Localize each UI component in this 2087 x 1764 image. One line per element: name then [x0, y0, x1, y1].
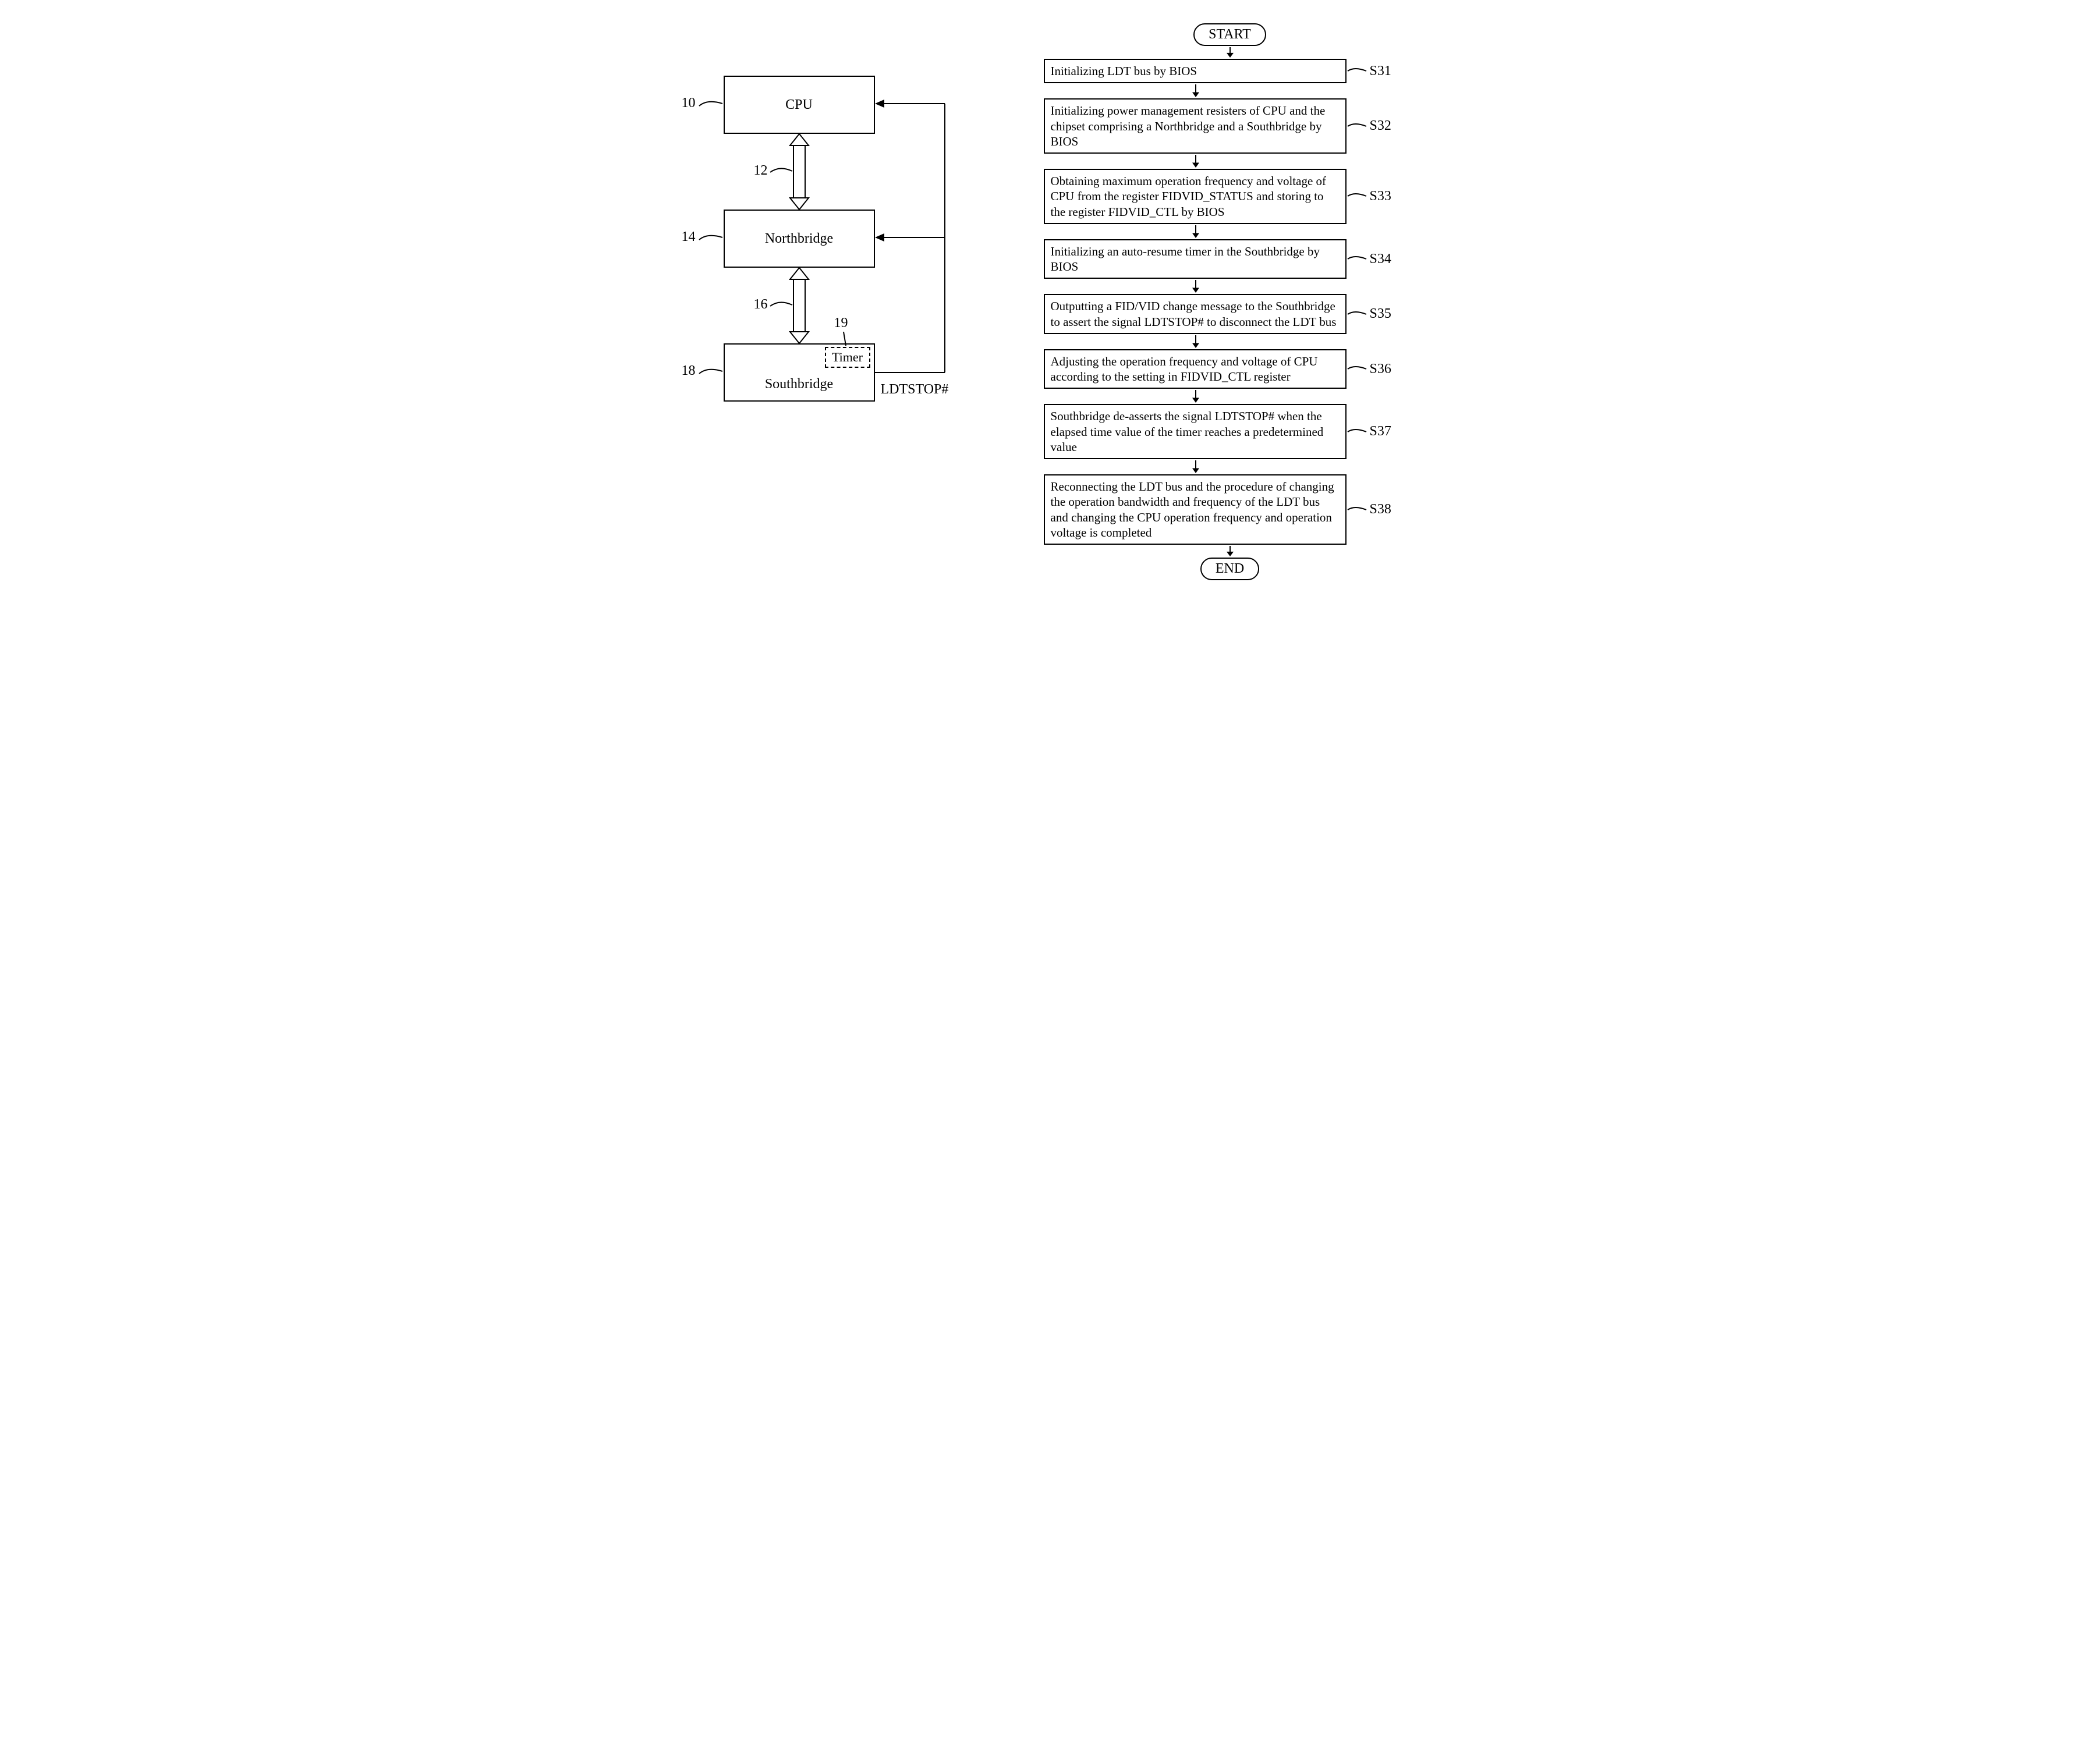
flow-arrow — [1195, 84, 1196, 97]
flow-arrow — [1195, 225, 1196, 238]
flow-arrow — [1195, 390, 1196, 403]
flow-step-box: Outputting a FID/VID change message to t… — [1044, 294, 1347, 334]
ref-timer: 19 — [834, 315, 848, 331]
flow-step-id: S32 — [1370, 118, 1391, 134]
ref-cpu: 10 — [682, 95, 696, 111]
ref-bus-cpu-nb: 12 — [754, 163, 768, 179]
flow-step-tick — [1347, 190, 1367, 202]
flow-arrow — [1195, 335, 1196, 348]
block-cpu-label: CPU — [785, 97, 813, 113]
flow-step-tick — [1347, 65, 1367, 77]
flow-step-box: Initializing an auto-resume timer in the… — [1044, 239, 1347, 279]
block-diagram: CPU 10 Northbridge 14 Southbridge 18 Tim… — [671, 58, 974, 466]
ldtstop-label: LDTSTOP# — [881, 382, 949, 397]
flow-step: Outputting a FID/VID change message to t… — [1044, 294, 1416, 334]
flow-step-tick — [1347, 426, 1367, 438]
ref-bus-nb-sb: 16 — [754, 297, 768, 313]
flow-step-id: S31 — [1370, 63, 1391, 79]
flow-step-box: Reconnecting the LDT bus and the procedu… — [1044, 474, 1347, 545]
ref-southbridge: 18 — [682, 363, 696, 379]
flow-step-box: Initializing LDT bus by BIOS — [1044, 59, 1347, 83]
block-cpu: CPU — [724, 76, 875, 134]
flow-step-box: Initializing power management resisters … — [1044, 98, 1347, 154]
flow-step: Reconnecting the LDT bus and the procedu… — [1044, 474, 1416, 545]
flow-step: Initializing an auto-resume timer in the… — [1044, 239, 1416, 279]
flow-step: Initializing power management resisters … — [1044, 98, 1416, 154]
flow-arrow — [1195, 460, 1196, 473]
flow-step-id: S33 — [1370, 189, 1391, 204]
flow-arrow — [1195, 280, 1196, 293]
flow-step: Obtaining maximum operation frequency an… — [1044, 169, 1416, 224]
flow-arrow — [1229, 546, 1231, 556]
page: CPU 10 Northbridge 14 Southbridge 18 Tim… — [23, 23, 2064, 580]
flow-step: Adjusting the operation frequency and vo… — [1044, 349, 1416, 389]
ref-northbridge: 14 — [682, 229, 696, 245]
block-northbridge-label: Northbridge — [765, 231, 833, 247]
flow-step-id: S34 — [1370, 251, 1391, 267]
flow-step-box: Obtaining maximum operation frequency an… — [1044, 169, 1347, 224]
flow-steps: Initializing LDT bus by BIOSS31Initializ… — [1044, 59, 1416, 545]
block-northbridge: Northbridge — [724, 210, 875, 268]
block-timer-label: Timer — [832, 350, 863, 365]
flow-step-tick — [1347, 120, 1367, 132]
block-southbridge-label: Southbridge — [765, 377, 833, 392]
flow-arrow — [1229, 47, 1231, 58]
block-timer: Timer — [825, 347, 870, 368]
flow-step-id: S35 — [1370, 306, 1391, 322]
flow-step-tick — [1347, 253, 1367, 265]
flow-step-id: S38 — [1370, 502, 1391, 517]
flow-start-label: START — [1209, 27, 1251, 42]
flow-step-tick — [1347, 363, 1367, 375]
flow-step-box: Southbridge de-asserts the signal LDTSTO… — [1044, 404, 1347, 459]
flow-end: END — [1200, 558, 1259, 580]
flow-step: Initializing LDT bus by BIOS S31 — [1044, 59, 1416, 83]
flow-start: START — [1193, 23, 1266, 46]
flow-arrow — [1195, 155, 1196, 168]
flow-step-box: Adjusting the operation frequency and vo… — [1044, 349, 1347, 389]
flow-step-id: S37 — [1370, 424, 1391, 439]
flow-step-tick — [1347, 504, 1367, 516]
flowchart: START Initializing LDT bus by BIOSS31Ini… — [1044, 23, 1416, 580]
flow-step-tick — [1347, 308, 1367, 320]
flow-step: Southbridge de-asserts the signal LDTSTO… — [1044, 404, 1416, 459]
flow-step-id: S36 — [1370, 361, 1391, 377]
flow-end-label: END — [1216, 561, 1244, 576]
